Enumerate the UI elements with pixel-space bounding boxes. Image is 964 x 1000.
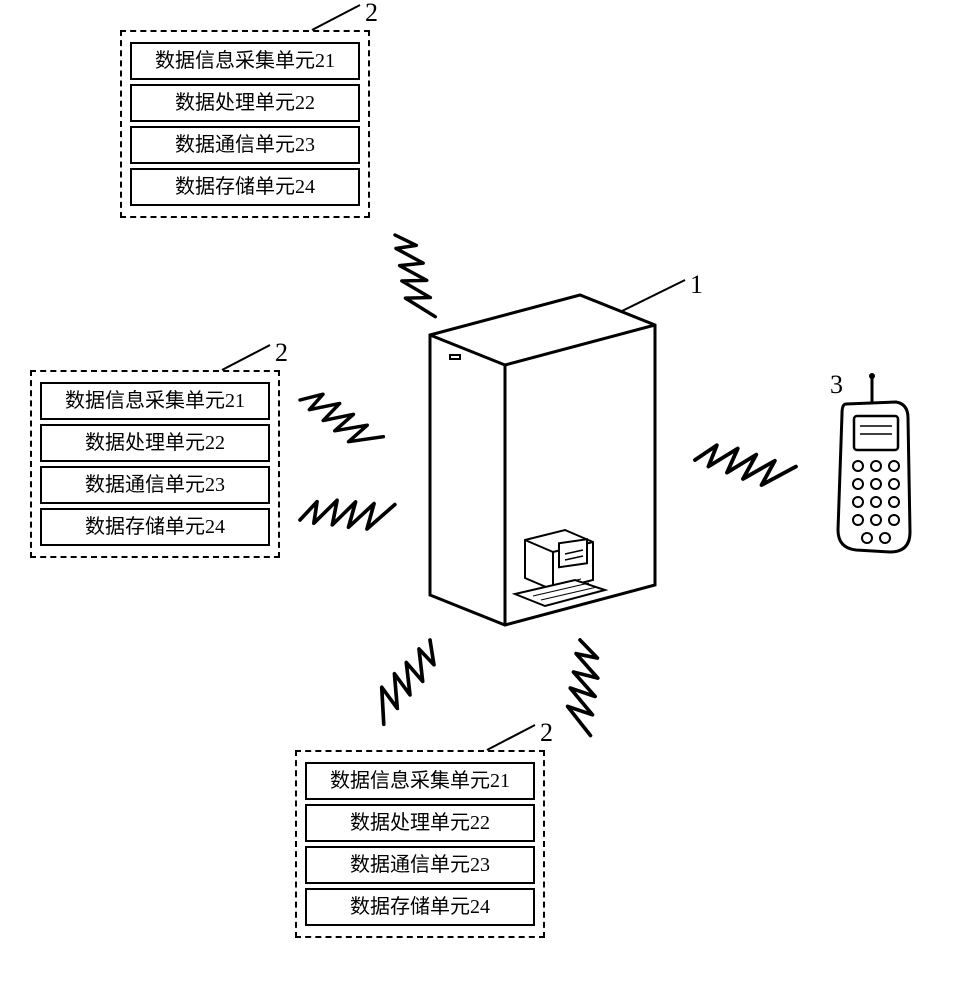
phone-label: 3 xyxy=(830,370,843,400)
module-box: 数据信息采集单元21 数据处理单元22 数据通信单元23 数据存储单元24 xyxy=(295,750,545,938)
unit-row: 数据存储单元24 xyxy=(40,508,270,546)
unit-row: 数据处理单元22 xyxy=(305,804,535,842)
module-label: 2 xyxy=(275,338,288,368)
unit-row: 数据信息采集单元21 xyxy=(305,762,535,800)
signal-icon xyxy=(293,389,390,450)
unit-row: 数据信息采集单元21 xyxy=(130,42,360,80)
module-box: 数据信息采集单元21 数据处理单元22 数据通信单元23 数据存储单元24 xyxy=(30,370,280,558)
signal-icon xyxy=(552,637,617,739)
module-label: 2 xyxy=(365,0,378,28)
phone-icon xyxy=(838,373,910,552)
signal-icon xyxy=(372,228,456,324)
signal-icon xyxy=(296,479,399,548)
server-label: 1 xyxy=(690,270,703,300)
unit-row: 数据信息采集单元21 xyxy=(40,382,270,420)
unit-row: 数据处理单元22 xyxy=(40,424,270,462)
signals-group xyxy=(293,228,797,739)
signal-icon xyxy=(370,630,441,733)
diagram-canvas: 数据信息采集单元21数据处理单元22数据通信单元23数据存储单元24数据信息采集… xyxy=(0,0,964,1000)
unit-row: 数据处理单元22 xyxy=(130,84,360,122)
unit-row: 数据通信单元23 xyxy=(40,466,270,504)
server-icon xyxy=(430,295,655,625)
module-label: 2 xyxy=(540,718,553,748)
unit-row: 数据通信单元23 xyxy=(130,126,360,164)
module-box: 数据信息采集单元21 数据处理单元22 数据通信单元23 数据存储单元24 xyxy=(120,30,370,218)
unit-row: 数据存储单元24 xyxy=(305,888,535,926)
unit-row: 数据存储单元24 xyxy=(130,168,360,206)
signal-icon xyxy=(694,439,797,491)
unit-row: 数据通信单元23 xyxy=(305,846,535,884)
